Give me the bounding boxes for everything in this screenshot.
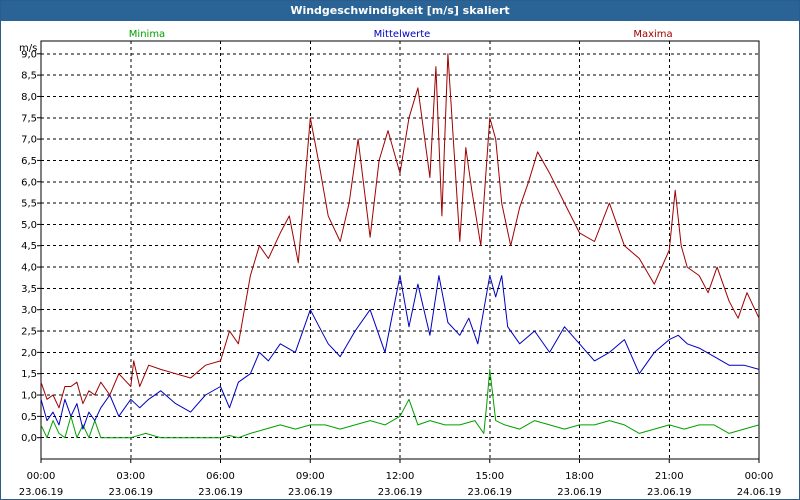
y-axis-unit-label: m/s [19, 43, 37, 54]
y-tick-label: 8,0 [21, 92, 37, 103]
series-line-maxima [40, 53, 760, 409]
y-tick-label: 3,0 [21, 305, 37, 316]
legend-minima: Minima [129, 29, 165, 40]
y-tick-label: 4,0 [21, 263, 37, 274]
y-tick-label: 9,0 [21, 49, 37, 60]
x-tick-time-label: 00:00 [27, 471, 56, 482]
x-tick-time-label: 03:00 [116, 471, 145, 482]
y-tick-label: 8,5 [21, 71, 37, 82]
x-tick-date-label: 23.06.19 [198, 487, 243, 498]
y-tick-label: 1,5 [21, 369, 37, 380]
y-tick-label: 5,5 [21, 199, 37, 210]
y-tick-label: 2,5 [21, 327, 37, 338]
x-tick-time-label: 09:00 [296, 471, 325, 482]
x-tick-date-label: 23.06.19 [647, 487, 692, 498]
y-tick-label: 7,0 [21, 135, 37, 146]
legend-maxima: Maxima [633, 29, 672, 40]
y-tick-label: 1,0 [21, 391, 37, 402]
window-title: Windgeschwindigkeit [m/s] skaliert [1, 1, 799, 21]
series-layer [40, 53, 760, 439]
x-tick-time-label: 12:00 [386, 471, 415, 482]
series-line-mittelwerte [40, 275, 760, 430]
x-tick-date-label: 23.06.19 [557, 487, 602, 498]
x-tick-date-label: 23.06.19 [467, 487, 512, 498]
x-tick-time-label: 15:00 [475, 471, 504, 482]
x-tick-time-label: 00:00 [745, 471, 774, 482]
y-tick-label: 3,5 [21, 284, 37, 295]
y-tick-label: 7,5 [21, 113, 37, 124]
y-tick-label: 0,0 [21, 433, 37, 444]
x-tick-date-label: 23.06.19 [19, 487, 64, 498]
x-tick-time-label: 06:00 [206, 471, 235, 482]
series-line-minima [40, 368, 760, 439]
y-tick-label: 4,5 [21, 241, 37, 252]
y-tick-label: 5,0 [21, 220, 37, 231]
legend-mittelwerte: Mittelwerte [374, 29, 431, 40]
x-tick-date-label: 23.06.19 [108, 487, 153, 498]
y-tick-label: 2,0 [21, 348, 37, 359]
x-tick-time-label: 21:00 [655, 471, 684, 482]
x-axis: 00:00 23.06.19 03:00 23.06.19 06:00 23.06.19 0… [19, 459, 782, 498]
x-tick-time-label: 18:00 [565, 471, 594, 482]
y-tick-label: 0,5 [21, 412, 37, 423]
y-tick-label: 6,0 [21, 177, 37, 188]
y-axis: 9,0 8,5 8,0 7,5 7,0 6,5 6,0 5,5 5,0 4,5 4,0 3,5 3,0 2… [21, 49, 41, 444]
y-tick-label: 6,5 [21, 156, 37, 167]
x-tick-date-label: 24.06.19 [737, 487, 782, 498]
x-tick-date-label: 23.06.19 [288, 487, 333, 498]
x-tick-date-label: 23.06.19 [378, 487, 423, 498]
grid-layer [41, 41, 759, 459]
